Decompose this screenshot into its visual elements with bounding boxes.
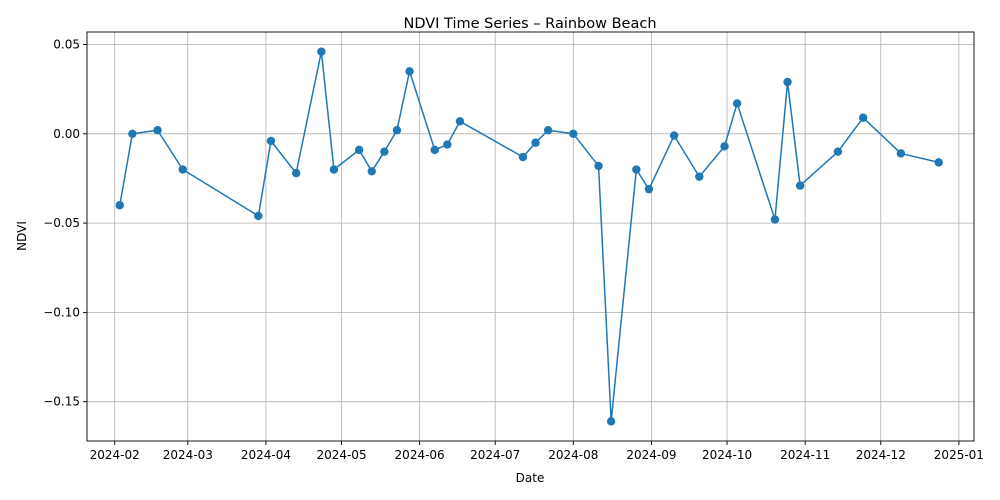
data-point [430,145,439,155]
data-point [380,147,389,156]
x-tick-label: 2024-11 [780,448,830,462]
y-axis-label: NDVI [15,221,29,251]
y-axis-ticks: 0.05 0.00 −0.05 −0.10 −0.15 [43,38,87,409]
data-point [644,184,654,194]
data-point [153,126,162,135]
data-point [354,145,364,155]
x-tick-label: 2025-01 [934,448,984,462]
x-tick-label: 2024-12 [856,448,906,462]
x-axis-label: Date [516,471,545,485]
data-point [543,126,553,135]
data-point [594,161,603,171]
y-tick-label: −0.10 [43,305,80,319]
x-tick-label: 2024-04 [241,448,291,462]
x-axis-ticks: 2024-02 2024-03 2024-04 2024-05 2024-06 2024-… [90,441,984,462]
series-layer [115,47,943,426]
x-tick-label: 2024-02 [90,448,140,462]
data-point [531,138,540,147]
data-point [858,113,868,122]
data-point [128,129,137,138]
data-point [518,152,528,162]
series-line [119,50,939,423]
grid-layer [87,32,974,441]
data-point [770,215,780,224]
data-point [606,417,616,426]
x-tick-label: 2024-05 [316,448,366,462]
data-point [795,181,805,190]
data-point [443,140,452,149]
data-point [896,149,906,158]
data-point [266,136,276,146]
data-point [833,147,843,156]
y-tick-label: −0.05 [43,216,80,230]
data-point [720,142,729,151]
data-point [367,167,376,176]
x-tick-label: 2024-06 [395,448,445,462]
x-tick-label: 2024-03 [163,448,213,462]
x-tick-label: 2024-08 [548,448,598,462]
plot-frame [86,31,975,442]
y-tick-label: 0.05 [53,38,80,52]
y-tick-label: 0.00 [53,127,80,141]
data-point [329,165,339,174]
data-point [178,165,187,174]
data-point [392,126,402,135]
data-point [934,158,943,167]
y-tick-label: −0.15 [43,395,80,409]
x-tick-label: 2024-10 [702,448,752,462]
data-point [405,67,414,76]
data-point [317,47,326,56]
data-point [455,117,465,126]
data-point [669,131,679,140]
data-point [732,99,742,108]
data-point [632,165,641,174]
data-point [783,77,792,87]
x-tick-label: 2024-07 [470,448,520,462]
data-point [695,172,704,181]
data-point [569,129,578,138]
data-point [291,168,301,178]
data-point [254,211,263,221]
chart-title: NDVI Time Series – Rainbow Beach [403,16,656,32]
x-tick-label: 2024-09 [626,448,676,462]
data-point [115,201,124,210]
